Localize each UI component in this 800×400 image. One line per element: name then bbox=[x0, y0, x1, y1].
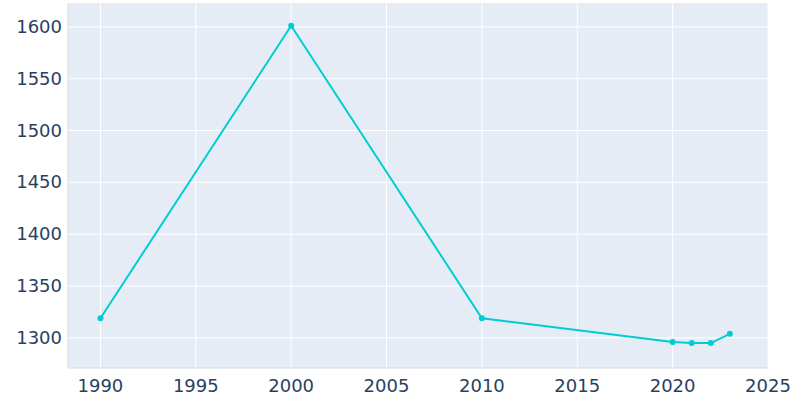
y-tick-label: 1300 bbox=[16, 327, 62, 348]
chart: 1990 1995 2000 2005 2010 2015 2020 2025 1300 1350… bbox=[0, 0, 800, 400]
x-grid-line bbox=[481, 3, 482, 368]
y-grid-line bbox=[68, 337, 768, 338]
x-tick-label: 2005 bbox=[364, 375, 410, 396]
marker bbox=[708, 340, 714, 346]
series-group bbox=[97, 23, 732, 346]
x-tick-label: 2010 bbox=[459, 375, 505, 396]
y-grid-line bbox=[68, 130, 768, 131]
x-grid-line bbox=[672, 3, 673, 368]
x-tick-label: 2000 bbox=[268, 375, 314, 396]
marker bbox=[479, 315, 485, 321]
line bbox=[100, 26, 729, 343]
x-grid-line bbox=[577, 3, 578, 368]
marker bbox=[670, 339, 676, 345]
y-tick-label: 1350 bbox=[16, 275, 62, 296]
x-tick-label: 1995 bbox=[173, 375, 219, 396]
marker bbox=[97, 315, 103, 321]
x-axis-line bbox=[68, 368, 768, 369]
x-tick-label: 1990 bbox=[78, 375, 124, 396]
y-axis-line bbox=[68, 3, 69, 368]
x-tick-label: 2015 bbox=[554, 375, 600, 396]
y-grid-line bbox=[68, 286, 768, 287]
y-grid-line bbox=[68, 234, 768, 235]
marker bbox=[288, 23, 294, 29]
y-grid-line bbox=[68, 182, 768, 183]
marker bbox=[689, 340, 695, 346]
y-tick-label: 1400 bbox=[16, 223, 62, 244]
x-grid-line bbox=[291, 3, 292, 368]
y-tick-label: 1500 bbox=[16, 120, 62, 141]
y-tick-label: 1600 bbox=[16, 16, 62, 37]
x-grid-line bbox=[195, 3, 196, 368]
y-grid-line bbox=[68, 26, 768, 27]
chart-container: 1990 1995 2000 2005 2010 2015 2020 2025 1300 1350… bbox=[0, 0, 800, 400]
marker bbox=[727, 331, 733, 337]
plot-area bbox=[68, 3, 768, 368]
x-tick-label: 2025 bbox=[745, 375, 791, 396]
x-tick-label: 2020 bbox=[650, 375, 696, 396]
x-grid-line bbox=[386, 3, 387, 368]
y-tick-label: 1550 bbox=[16, 68, 62, 89]
y-grid-line bbox=[68, 78, 768, 79]
x-grid-line bbox=[100, 3, 101, 368]
y-tick-label: 1450 bbox=[16, 171, 62, 192]
x-grid-line bbox=[768, 3, 769, 368]
